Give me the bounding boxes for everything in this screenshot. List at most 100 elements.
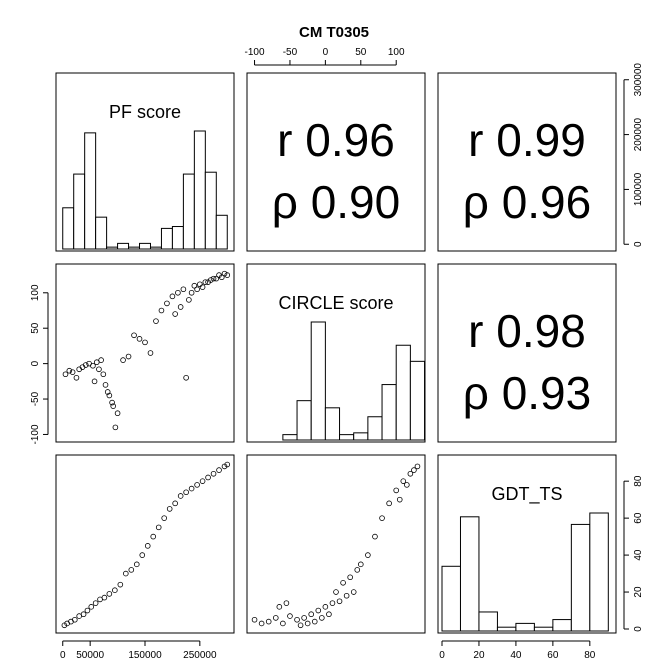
variable-label: PF score: [109, 102, 181, 122]
scatter-point: [336, 598, 343, 605]
scatter-point: [158, 307, 165, 314]
scatter-point: [199, 478, 206, 484]
scatter-point: [308, 611, 315, 618]
scatter-point: [272, 615, 279, 621]
right-tick-label: 0: [633, 241, 644, 247]
correlation-rho: ρ 0.90: [272, 176, 400, 228]
panel-frame-0-2: [437, 72, 617, 252]
panel-frame-0-0: [55, 72, 235, 252]
scatter-point: [100, 371, 107, 378]
scatter-point: [144, 543, 151, 549]
scatter-point: [177, 304, 184, 310]
right-tick-label: 100000: [633, 172, 644, 206]
histogram-bar: [204, 171, 217, 250]
scatter-point: [120, 357, 126, 363]
scatter-point: [82, 362, 89, 368]
scatter-point: [340, 580, 346, 586]
scatter-point: [322, 604, 329, 610]
scatter-point: [102, 382, 109, 388]
left-tick-label: -50: [30, 391, 41, 406]
histogram-bar: [182, 173, 195, 250]
scatter-point: [396, 496, 403, 503]
scatter-point: [350, 589, 357, 595]
correlation-rho: ρ 0.93: [463, 367, 591, 419]
scatter-point: [186, 297, 192, 303]
scatter-point: [180, 286, 187, 293]
scatter-point: [194, 482, 200, 488]
scatter-point: [106, 392, 113, 399]
scatter-point: [354, 567, 361, 573]
top-tick-label: 0: [323, 47, 329, 58]
scatter-point: [216, 272, 222, 278]
scatter-point: [109, 399, 115, 406]
scatter-panels: [61, 270, 421, 629]
histogram-bar: [73, 173, 86, 250]
scatter-point: [411, 467, 417, 473]
right-lower-tick-label: 20: [633, 586, 644, 598]
right-tick-label: 300000: [633, 63, 644, 97]
right-lower-tick-label: 80: [633, 475, 644, 487]
scatter-point: [251, 616, 258, 623]
scatter-point: [131, 332, 137, 339]
scatter-point: [329, 600, 336, 606]
scatter-point: [147, 350, 154, 356]
scatter-point: [265, 618, 272, 625]
histogram-bar: [381, 384, 397, 441]
histogram-bar: [339, 434, 355, 441]
histogram-bar: [324, 407, 341, 441]
scatter-point: [210, 470, 217, 477]
axes: -100 -50 0 50 100 -100 -50 0 50 100 0 100000 200000 3…: [30, 47, 644, 661]
right-lower-tick-label: 40: [633, 549, 644, 561]
scatter-point: [90, 362, 96, 369]
scatter-point: [123, 570, 129, 577]
scatter-point: [80, 611, 87, 618]
variable-labels: PF score CIRCLE score GDT_TS: [109, 102, 563, 505]
top-tick-label: -50: [283, 47, 298, 58]
histogram-bar: [589, 512, 609, 632]
scatter-point: [93, 359, 100, 366]
scatter-point: [315, 607, 322, 614]
scatter-point: [91, 378, 98, 385]
panel-frame-0-1: [246, 72, 426, 252]
scatter-point: [117, 581, 124, 588]
histogram-bar: [149, 246, 162, 250]
scatter-point: [133, 561, 140, 568]
scatter-point: [150, 533, 157, 540]
histogram-bar: [171, 226, 184, 250]
correlation-r: r 0.99: [468, 114, 586, 166]
scatter-point: [169, 293, 176, 300]
scatter-point: [139, 552, 146, 558]
left-tick-label: 100: [30, 284, 41, 301]
histogram-bar: [395, 344, 411, 441]
bottom-right-tick-label: 80: [584, 650, 596, 661]
scatter-point: [199, 284, 206, 290]
bottom-left-tick-label: 250000: [183, 650, 217, 661]
panel-frames: [55, 72, 617, 634]
histogram-bar: [95, 216, 108, 250]
top-tick-label: 50: [355, 47, 367, 58]
scatter-point: [357, 561, 364, 568]
histogram-bar: [478, 611, 498, 632]
scatter-point: [205, 279, 211, 285]
scatter-point: [101, 594, 108, 601]
scatter-point: [191, 282, 198, 289]
scatter-point: [188, 289, 195, 296]
scatter-point: [379, 515, 385, 521]
histogram-bar: [409, 360, 426, 441]
histogram-bar: [117, 242, 130, 250]
scatter-point: [172, 311, 178, 317]
scatter-point: [224, 272, 231, 278]
scatter-point: [194, 286, 200, 293]
panel-frame-2-1: [246, 454, 426, 634]
bottom-right-tick-label: 20: [473, 650, 485, 661]
left-tick-label: 50: [30, 322, 41, 334]
histogram-bar: [441, 565, 461, 632]
left-tick-label: 0: [30, 360, 41, 366]
scatter-point: [258, 620, 265, 627]
scatter-point: [69, 369, 76, 375]
correlation-r: r 0.98: [468, 305, 586, 357]
chart-title: CM T0305: [299, 24, 369, 41]
scatter-point: [142, 339, 148, 346]
scatter-point: [110, 403, 116, 409]
